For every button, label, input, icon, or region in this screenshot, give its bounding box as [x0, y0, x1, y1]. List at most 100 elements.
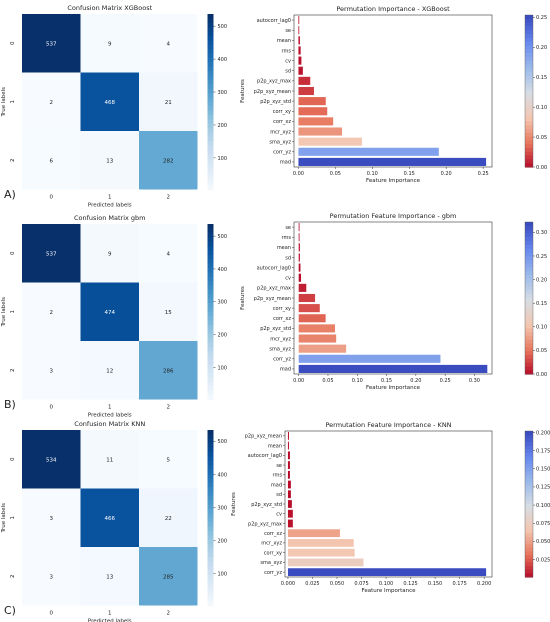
bar	[298, 253, 300, 262]
bar	[287, 431, 289, 440]
colorbar-segment	[525, 15, 533, 20]
x-tick-label: 0.00	[293, 171, 304, 177]
colorbar-segment	[525, 358, 533, 364]
x-axis-label: Feature Importance	[361, 588, 416, 594]
colorbar-segment	[525, 30, 533, 35]
colorbar-segment	[525, 460, 533, 465]
colorbar-segment	[207, 601, 214, 607]
y-tick-label: mean	[277, 245, 291, 251]
colorbar-segment	[207, 276, 214, 282]
colorbar-segment	[207, 224, 214, 229]
importance-chart-xgboost: Permutation Importance - XGBoost autocorr…	[240, 5, 547, 184]
cell-value: 537	[46, 41, 57, 47]
heatmap-cell	[139, 224, 198, 283]
y-axis-label: Features	[240, 79, 246, 103]
colorbar-segment	[207, 535, 214, 541]
y-tick-label: se	[285, 225, 291, 231]
colorbar-segment	[525, 547, 533, 553]
colorbar-segment	[525, 229, 533, 234]
colorbar-segment	[207, 88, 214, 94]
bar	[287, 490, 291, 499]
colorbar-segment	[525, 514, 533, 520]
bar	[298, 56, 302, 65]
y-tick-label: corr_yz	[273, 357, 291, 363]
colorbar-segment	[525, 522, 533, 527]
y-tick-label: mcr_xyz	[270, 336, 291, 342]
x-tick-label: 0.20	[410, 378, 421, 384]
bar	[287, 451, 290, 460]
y-tick-label: p2p_xyz_mean	[254, 296, 291, 302]
cell-value: 537	[46, 251, 57, 257]
colorbar-segment	[207, 232, 214, 238]
bar	[298, 243, 300, 252]
colorbar-segment	[525, 60, 533, 65]
colorbar-segment	[207, 342, 214, 348]
colorbar-tick-label: 400	[218, 57, 228, 63]
colorbar-segment	[525, 56, 533, 62]
panel-label-a: A)	[4, 188, 16, 201]
panel-label-c: C)	[4, 604, 16, 617]
colorbar-tick-label: 500	[218, 234, 228, 240]
x-tick-label: 0.000	[281, 581, 295, 587]
bar	[298, 233, 300, 242]
heatmap-title: Confusion Matrix KNN	[74, 420, 145, 428]
colorbar-segment	[525, 558, 533, 563]
bar	[298, 273, 302, 282]
colorbar-segment	[207, 395, 214, 401]
colorbar-segment	[525, 256, 533, 261]
colorbar-segment	[525, 320, 533, 326]
colorbar-tick-label: 100	[218, 365, 228, 371]
x-tick-label: 0.100	[379, 581, 393, 587]
colorbar-segment	[207, 333, 214, 339]
cell-value: 22	[165, 516, 172, 522]
cell-value: 13	[106, 574, 113, 580]
colorbar-segment	[525, 34, 533, 39]
bar	[287, 500, 292, 508]
bar	[298, 66, 303, 75]
x-tick-label: 0.150	[428, 581, 442, 587]
heatmap-cell	[139, 430, 198, 489]
y-tick-label: corr_yz	[273, 150, 291, 156]
colorbar-tick-label: 0.25	[536, 15, 547, 21]
colorbar-segment	[525, 49, 533, 54]
y-axis-label: True labels	[1, 87, 7, 118]
heatmap-cell	[22, 224, 81, 283]
colorbar-segment	[207, 522, 214, 528]
colorbar-segment	[525, 267, 533, 272]
colorbar-segment	[525, 525, 533, 531]
colorbar-segment	[207, 491, 214, 497]
y-tick-label: cv	[285, 58, 291, 64]
y-tick-label: se	[276, 463, 282, 469]
colorbar-tick-label: 400	[218, 472, 228, 478]
bar	[287, 480, 291, 489]
colorbar-segment	[207, 557, 214, 563]
heatmap-cell	[139, 341, 198, 400]
y-tick-label: sma_xyz	[269, 346, 291, 352]
y-tick-label: mean	[277, 38, 291, 44]
colorbar-segment	[207, 71, 214, 77]
colorbar-segment	[525, 237, 533, 242]
colorbar-segment	[525, 241, 533, 246]
cell-value: 15	[165, 310, 172, 316]
colorbar-tick-label: 0.10	[536, 325, 547, 331]
y-tick-label: mcr_xyz	[270, 129, 291, 135]
colorbar-segment	[207, 346, 214, 352]
colorbar-segment	[525, 500, 533, 505]
y-tick-label: 1	[10, 100, 16, 104]
colorbar-segment	[207, 583, 214, 589]
x-tick-label: 0.00	[293, 378, 304, 384]
colorbar-segment	[525, 301, 533, 307]
colorbar-tick-label: 0.10	[536, 105, 547, 111]
colorbar-segment	[207, 136, 214, 142]
colorbar-segment	[525, 452, 533, 458]
cell-value: 468	[105, 100, 116, 106]
y-tick-label: 2	[10, 575, 16, 579]
colorbar-segment	[525, 507, 533, 512]
colorbar-segment	[525, 225, 533, 231]
cell-value: 21	[165, 100, 172, 106]
colorbar-segment	[525, 336, 533, 341]
colorbar-segment	[525, 64, 533, 69]
colorbar-segment	[525, 489, 533, 494]
colorbar-segment	[525, 132, 533, 138]
colorbar-segment	[525, 102, 533, 107]
